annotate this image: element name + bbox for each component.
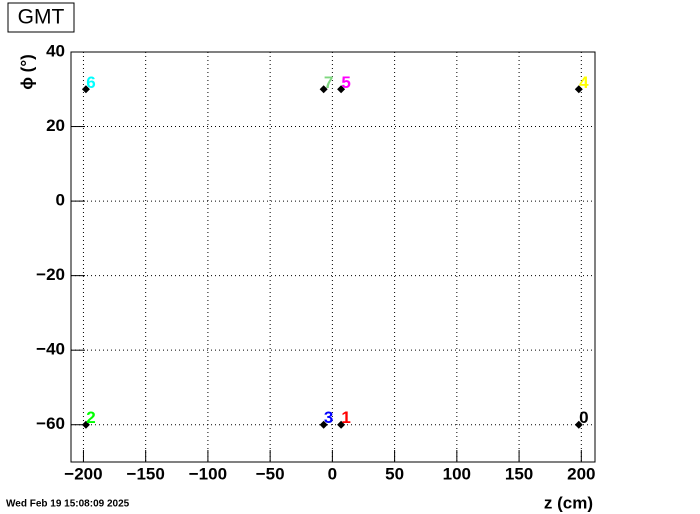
x-tick-label: −100	[189, 464, 227, 483]
point	[337, 420, 346, 429]
footer-date: Wed Feb 19 15:08:09 2025	[6, 499, 130, 510]
point	[574, 420, 583, 429]
point-label: 5	[341, 73, 350, 92]
point	[574, 85, 583, 94]
x-tick-label: −200	[64, 464, 102, 483]
y-tick-label: −40	[36, 340, 65, 359]
point	[81, 420, 90, 429]
x-tick-label: −50	[256, 464, 285, 483]
point	[319, 420, 328, 429]
point	[337, 85, 346, 94]
point-label: 4	[579, 73, 589, 92]
point	[319, 85, 328, 94]
point-label: 7	[324, 73, 333, 92]
y-tick-label: −60	[36, 414, 65, 433]
x-tick-label: 100	[443, 464, 471, 483]
title-box	[7, 2, 75, 33]
x-tick-label: −150	[127, 464, 165, 483]
x-tick-label: 0	[328, 464, 337, 483]
point-label: 2	[86, 408, 95, 427]
plot-frame	[70, 51, 596, 463]
y-tick-label: −20	[36, 265, 65, 284]
point-label: 6	[86, 73, 95, 92]
x-tick-label: 50	[385, 464, 404, 483]
x-tick-label: 150	[505, 464, 533, 483]
y-axis-label: ϕ (°)	[17, 54, 36, 90]
y-tick-label: 0	[56, 191, 65, 210]
x-axis-label: z (cm)	[544, 493, 593, 512]
point	[81, 85, 90, 94]
y-tick-label: 20	[46, 116, 65, 135]
point-label: 3	[324, 408, 333, 427]
y-tick-label: 40	[46, 41, 65, 60]
x-tick-label: 200	[567, 464, 595, 483]
point-label: 1	[341, 408, 350, 427]
chart-title: GMT	[18, 6, 65, 29]
point-label: 0	[579, 408, 588, 427]
